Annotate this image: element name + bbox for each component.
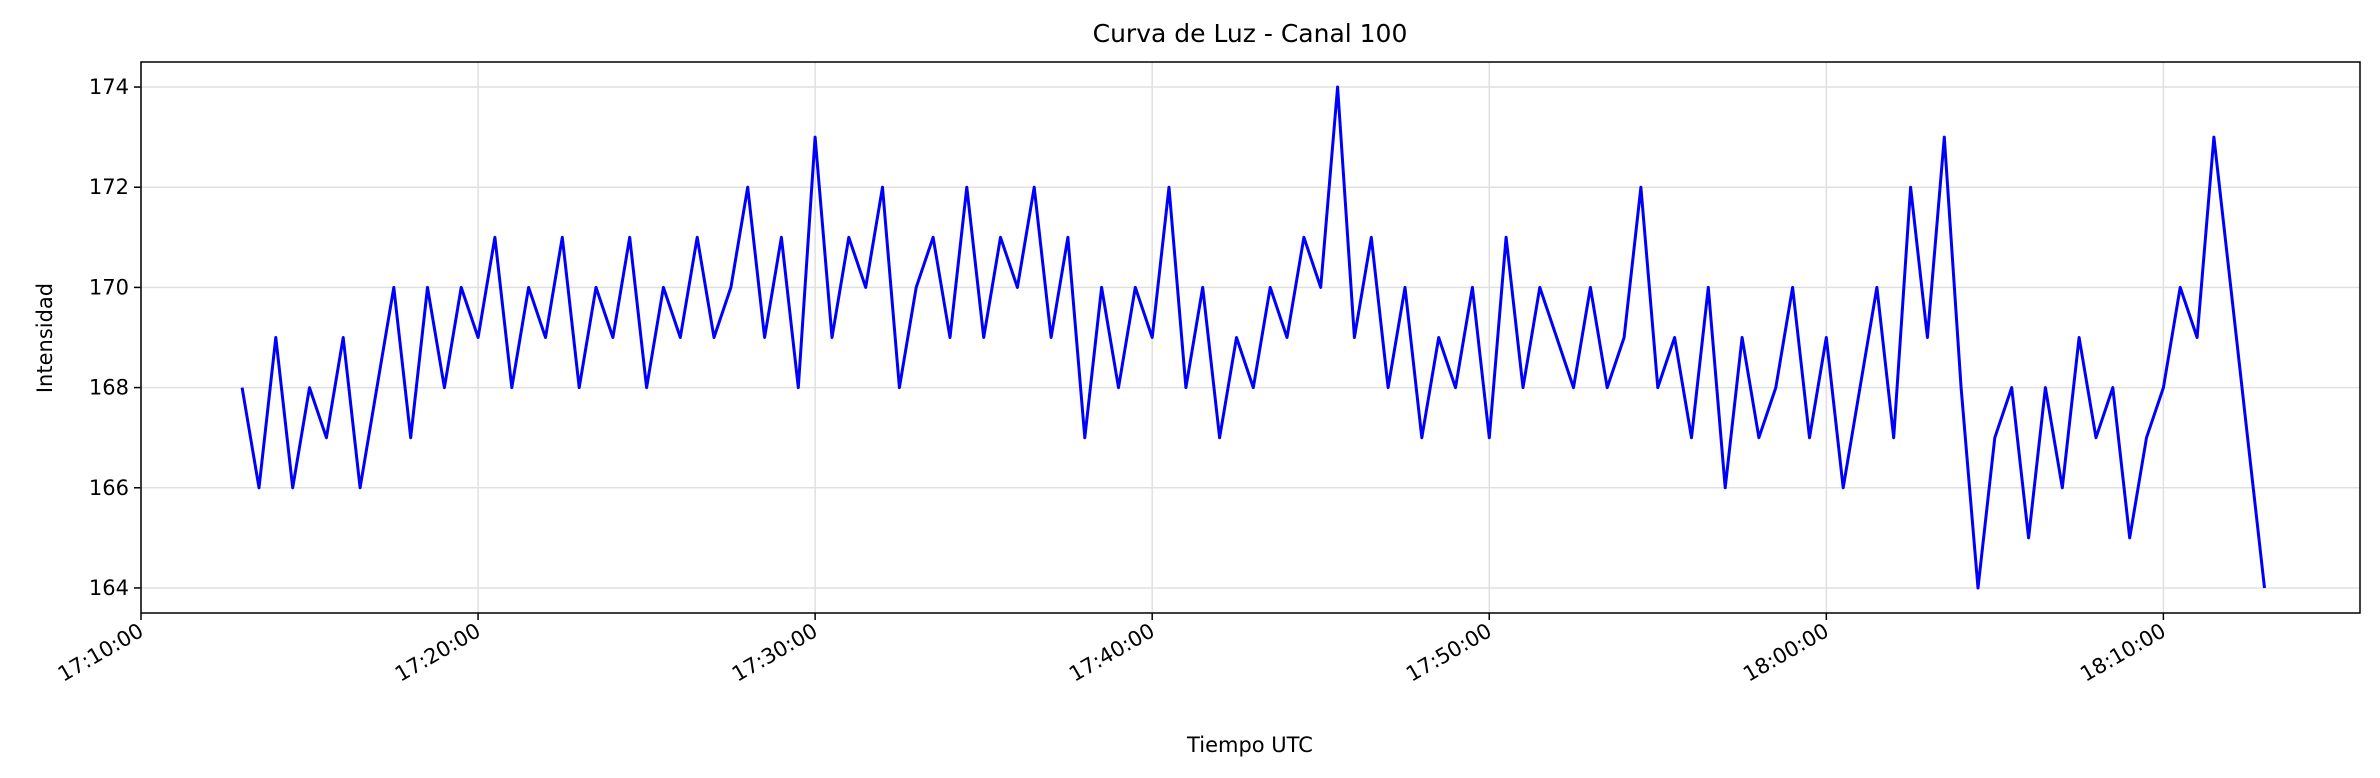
y-tick-label: 166 — [89, 476, 129, 500]
y-tick-label: 174 — [89, 75, 129, 99]
x-tick-label: 17:50:00 — [1402, 619, 1496, 687]
y-tick-label: 172 — [89, 175, 129, 199]
x-tick-label: 18:00:00 — [1739, 619, 1833, 687]
y-axis-label: Intensidad — [33, 283, 57, 393]
x-tick-label: 17:20:00 — [391, 619, 485, 687]
x-tick-label: 17:10:00 — [54, 619, 148, 687]
y-tick-label: 164 — [89, 576, 129, 600]
y-tick-label: 168 — [89, 376, 129, 400]
y-tick-label: 170 — [89, 275, 129, 299]
chart-title: Curva de Luz - Canal 100 — [1093, 19, 1408, 48]
plot-frame — [140, 61, 2361, 614]
x-tick-label: 17:30:00 — [728, 619, 822, 687]
x-tick-label: 17:40:00 — [1065, 619, 1159, 687]
x-tick-label: 18:10:00 — [2076, 619, 2170, 687]
x-axis-label: Tiempo UTC — [1186, 733, 1313, 757]
data-line — [240, 85, 2266, 590]
